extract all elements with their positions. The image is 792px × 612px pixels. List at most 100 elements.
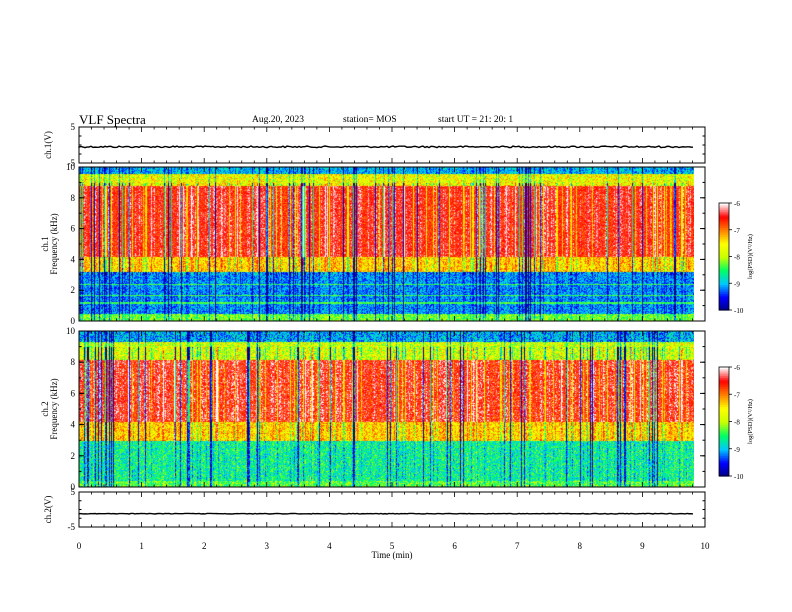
- colorbar-segment: [719, 367, 729, 370]
- colorbar-segment: [719, 372, 729, 375]
- colorbar-segment: [719, 383, 729, 386]
- colorbar-segment: [719, 441, 729, 444]
- ch1-spectrogram-colorbar: -6 -7 -8 -9 -10 log(PSD)(V²/Hz): [718, 200, 754, 315]
- ch1-spectrogram-colorbar-label: log(PSD)(V²/Hz): [747, 234, 754, 279]
- colorbar-segment: [719, 231, 729, 234]
- colorbar-segment: [719, 292, 729, 295]
- colorbar-segment: [719, 430, 729, 433]
- colorbar-segment: [719, 252, 729, 256]
- colorbar-segment: [719, 454, 729, 457]
- ch2-spectrogram-channel-label: ch.2: [40, 401, 50, 416]
- colorbar-segment: [719, 302, 729, 306]
- x-tick-label: 9: [640, 541, 645, 551]
- ch2-spectrogram-y-tick-label: 2: [71, 451, 76, 461]
- ch1-spectrogram-y-tick-label: 8: [71, 193, 76, 203]
- colorbar-segment: [719, 392, 729, 395]
- x-axis-label: Time (min): [372, 550, 413, 560]
- x-tick-label: 2: [202, 541, 207, 551]
- ch2-waveform-y-tick-label: 5: [71, 487, 76, 497]
- ch2-spectrogram-y-tick-label: 6: [71, 388, 76, 398]
- colorbar-segment: [719, 206, 729, 209]
- colorbar-segment: [719, 428, 729, 432]
- x-tick-label: 8: [578, 541, 583, 551]
- colorbar-segment: [719, 293, 729, 297]
- ch2-spectrogram: [79, 331, 694, 487]
- ch2-waveform-ylabel: ch.2(V): [43, 496, 53, 524]
- colorbar-segment: [719, 240, 729, 243]
- colorbar-segment: [719, 388, 729, 392]
- ch2-waveform-panel: [78, 491, 706, 528]
- colorbar-segment: [719, 276, 729, 279]
- colorbar-segment: [719, 254, 729, 258]
- colorbar-tick-label: -10: [734, 473, 744, 481]
- ch2-spectrogram-canvas: [79, 331, 694, 487]
- colorbar-segment: [719, 390, 729, 394]
- colorbar-segment: [719, 235, 729, 238]
- colorbar-segment: [719, 233, 729, 236]
- colorbar-tick-label: -7: [734, 391, 740, 399]
- colorbar-segment: [719, 406, 729, 410]
- colorbar-segment: [719, 376, 729, 379]
- colorbar-segment: [719, 268, 729, 272]
- colorbar-segment: [719, 224, 729, 227]
- colorbar-segment: [719, 290, 729, 293]
- colorbar-segment: [719, 432, 729, 435]
- ch1-waveform-y-tick-label: -5: [68, 158, 76, 168]
- colorbar-segment: [719, 281, 729, 284]
- colorbar-segment: [719, 227, 729, 231]
- colorbar-segment: [719, 242, 729, 245]
- x-tick-label: 10: [701, 541, 711, 551]
- colorbar-segment: [719, 445, 729, 448]
- colorbar-segment: [719, 379, 729, 383]
- colorbar-segment: [719, 461, 729, 464]
- colorbar-segment: [719, 463, 729, 466]
- colorbar-segment: [719, 401, 729, 404]
- colorbar-segment: [719, 236, 729, 240]
- colorbar-segment: [719, 470, 729, 473]
- colorbar-segment: [719, 374, 729, 377]
- colorbar-tick-label: -8: [734, 419, 740, 427]
- colorbar-segment: [719, 272, 729, 275]
- colorbar-segment: [719, 301, 729, 304]
- colorbar-segment: [719, 381, 729, 384]
- ch1-spectrogram-y-tick-label: 2: [71, 285, 76, 295]
- colorbar-tick-label: -7: [734, 227, 740, 235]
- colorbar-tick-label: -6: [734, 200, 740, 208]
- ch1-spectrogram-y-tick-label: 0: [71, 316, 76, 326]
- colorbar-segment: [719, 204, 729, 208]
- ch1-spectrogram-y-tick-label: 10: [66, 162, 76, 172]
- colorbar-segment: [719, 274, 729, 277]
- chart-title: VLF Spectra: [79, 112, 146, 127]
- colorbar-segment: [719, 448, 729, 452]
- colorbar-segment: [719, 417, 729, 421]
- x-tick-label: 3: [265, 541, 270, 551]
- colorbar-segment: [719, 385, 729, 388]
- colorbar-segment: [719, 213, 729, 217]
- colorbar-segment: [719, 258, 729, 261]
- colorbar-segment: [719, 408, 729, 412]
- ch1-spectrogram-y-tick-label: 6: [71, 224, 76, 234]
- colorbar-segment: [719, 297, 729, 300]
- colorbar-segment: [719, 426, 729, 430]
- colorbar-segment: [719, 403, 729, 406]
- x-tick-label: 4: [327, 541, 332, 551]
- colorbar-segment: [719, 370, 729, 374]
- colorbar-segment: [719, 423, 729, 426]
- ch1-waveform-y-tick-label: 5: [71, 122, 76, 132]
- ch1-waveform-line: [78, 145, 694, 149]
- colorbar-segment: [719, 399, 729, 403]
- colorbar-segment: [719, 245, 729, 249]
- ch2-spectrogram-y-tick-label: 10: [66, 326, 76, 336]
- colorbar-tick-label: -8: [734, 254, 740, 262]
- colorbar-segment: [719, 220, 729, 224]
- ch1-spectrogram-channel-label: ch.1: [40, 236, 50, 251]
- colorbar-segment: [719, 437, 729, 441]
- colorbar-segment: [719, 247, 729, 250]
- colorbar-segment: [719, 474, 729, 477]
- ch1-spectrogram-ylabel: Frequency (kHz): [49, 213, 59, 274]
- colorbar-segment: [719, 208, 729, 211]
- colorbar-segment: [719, 457, 729, 461]
- colorbar-segment: [719, 267, 729, 270]
- colorbar-segment: [719, 238, 729, 242]
- colorbar-segment: [719, 397, 729, 401]
